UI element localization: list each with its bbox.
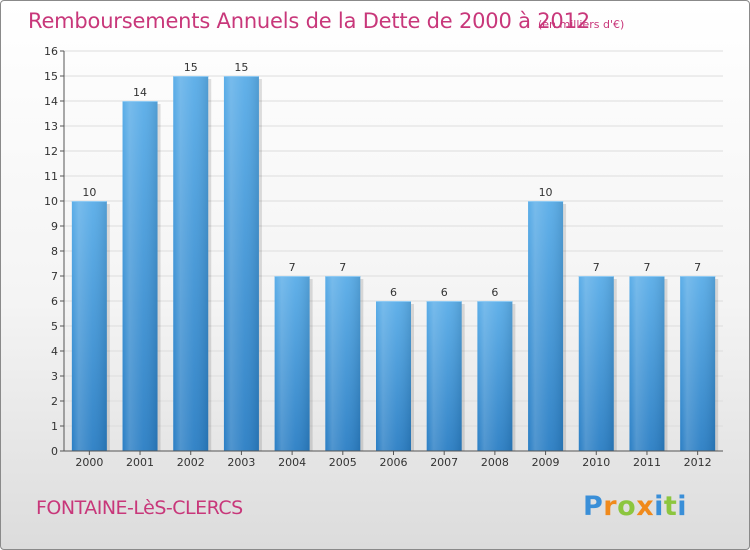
bar-value-label: 15 [184,61,198,74]
logo-letter: i [654,491,664,522]
bar-value-label: 6 [491,286,498,299]
x-tick-label: 2006 [380,456,408,469]
y-tick-label: 4 [51,345,58,358]
bar-value-label: 15 [234,61,248,74]
x-tick-label: 2005 [329,456,357,469]
bar-value-label: 14 [133,86,147,99]
bar-highlight [477,301,513,451]
bar-highlight [173,76,209,451]
x-tick-label: 2004 [278,456,306,469]
logo-letter: i [677,491,688,522]
bar-highlight [274,276,310,451]
bar-value-label: 6 [390,286,397,299]
y-tick-label: 2 [51,395,58,408]
bar-highlight [680,276,716,451]
bar-highlight [325,276,361,451]
bar-highlight [376,301,411,451]
logo-letter: P [583,491,604,522]
y-tick-label: 3 [51,370,58,383]
bar-highlight [629,276,665,451]
y-tick-label: 15 [44,70,58,83]
x-tick-label: 2007 [430,456,458,469]
unit-note: (en milliers d'€) [538,18,625,31]
logo-letter: x [636,491,655,522]
y-tick-label: 5 [51,320,58,333]
y-tick-label: 7 [51,270,58,283]
y-tick-label: 10 [44,195,58,208]
city-name: FONTAINE-LèS-CLERCS [36,497,243,519]
x-tick-label: 2001 [126,456,154,469]
x-tick-label: 2002 [177,456,205,469]
labels: 0123456789101112131415161020001420011520… [44,45,712,469]
x-tick-label: 2009 [532,456,560,469]
x-tick-label: 2011 [633,456,661,469]
proxiti-logo: Proxiti [583,491,687,522]
logo-letter: t [663,491,678,522]
x-tick-label: 2010 [582,456,610,469]
y-tick-label: 0 [51,445,58,458]
bar-value-label: 7 [339,261,346,274]
y-tick-label: 11 [44,170,58,183]
bar-highlight [528,201,564,451]
axes [60,50,723,455]
y-tick-label: 9 [51,220,58,233]
y-tick-label: 13 [44,120,58,133]
bar-value-label: 7 [643,261,650,274]
bar-highlight [426,301,462,451]
y-tick-label: 16 [44,45,58,58]
x-tick-label: 2000 [75,456,103,469]
logo-letter: r [603,491,618,522]
bar-highlight [122,101,158,451]
bar-value-label: 10 [82,186,96,199]
y-tick-label: 1 [51,420,58,433]
bar-value-label: 7 [289,261,296,274]
bar-value-label: 7 [593,261,600,274]
bar-highlight [578,276,614,451]
bar-value-label: 10 [539,186,553,199]
y-tick-label: 14 [44,95,58,108]
bar-value-label: 7 [694,261,701,274]
y-tick-label: 12 [44,145,58,158]
y-tick-label: 8 [51,245,58,258]
bar-highlight [71,201,107,451]
chart-title: Remboursements Annuels de la Dette de 20… [28,9,590,33]
logo-letter: o [617,491,637,522]
x-tick-label: 2012 [684,456,712,469]
x-tick-label: 2008 [481,456,509,469]
bar-value-label: 6 [441,286,448,299]
bar-highlight [223,76,259,451]
x-tick-label: 2003 [227,456,255,469]
y-tick-label: 6 [51,295,58,308]
bars [71,76,719,451]
